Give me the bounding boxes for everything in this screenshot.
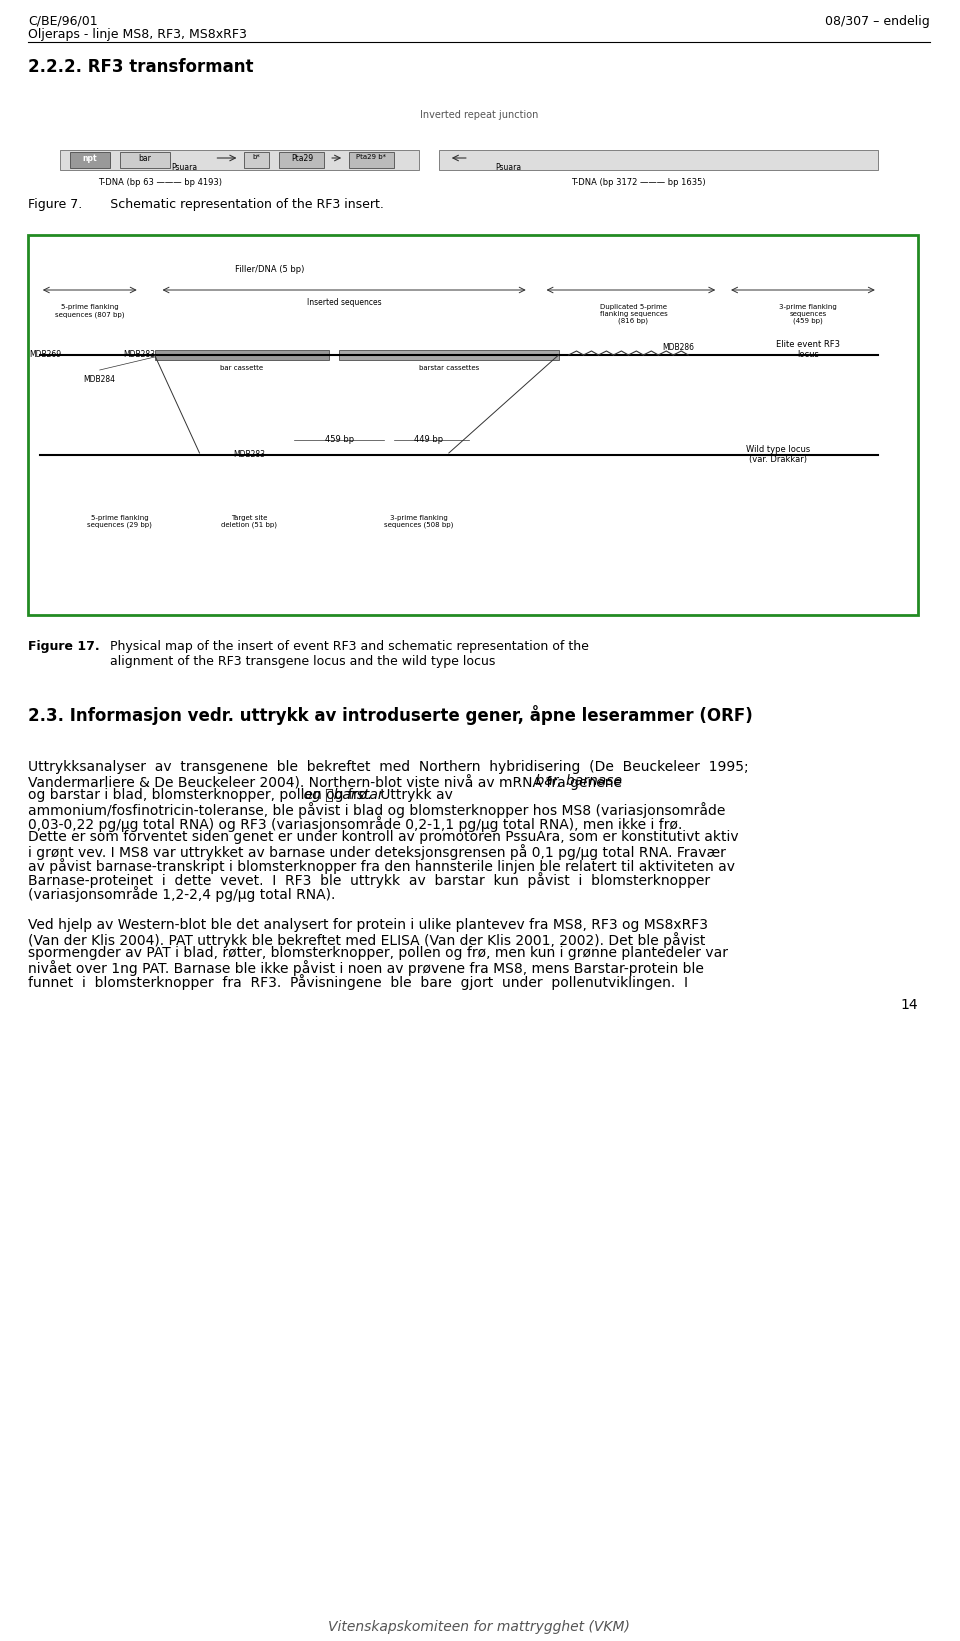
Text: Oljeraps - linje MS8, RF3, MS8xRF3: Oljeraps - linje MS8, RF3, MS8xRF3 <box>28 28 247 41</box>
FancyBboxPatch shape <box>120 153 170 167</box>
FancyBboxPatch shape <box>155 350 329 359</box>
Text: b*: b* <box>252 154 260 161</box>
Text: Physical map of the insert of event RF3 and schematic representation of the
alig: Physical map of the insert of event RF3 … <box>109 640 588 668</box>
FancyBboxPatch shape <box>28 235 918 615</box>
Text: Pta29 b*: Pta29 b* <box>356 154 386 161</box>
Text: Pta29: Pta29 <box>291 154 313 162</box>
Text: MDB283: MDB283 <box>124 350 156 359</box>
FancyBboxPatch shape <box>349 153 394 167</box>
FancyBboxPatch shape <box>60 149 419 171</box>
Text: Psuara: Psuara <box>172 162 198 172</box>
Text: Vitenskapskomiteen for mattrygghet (VKM): Vitenskapskomiteen for mattrygghet (VKM) <box>327 1620 630 1634</box>
FancyBboxPatch shape <box>439 149 877 171</box>
Text: Vandermarliere & De Beuckeleer 2004). Northern-blot viste nivå av mRNA fra genen: Vandermarliere & De Beuckeleer 2004). No… <box>28 775 626 789</box>
Text: bar, barnase: bar, barnase <box>28 775 622 788</box>
Text: 3-prime flanking
sequences
(459 bp): 3-prime flanking sequences (459 bp) <box>780 304 837 325</box>
Text: Uttrykksanalyser  av  transgenene  ble  bekreftet  med  Northern  hybridisering : Uttrykksanalyser av transgenene ble bekr… <box>28 760 749 775</box>
Text: 14: 14 <box>900 998 918 1012</box>
Text: Figure 7.       Schematic representation of the RF3 insert.: Figure 7. Schematic representation of th… <box>28 199 384 212</box>
Text: 2.3. Informasjon vedr. uttrykk av introduserte gener, åpne leserammer (ORF): 2.3. Informasjon vedr. uttrykk av introd… <box>28 706 753 725</box>
Text: Wild type locus
(var. Drakkar): Wild type locus (var. Drakkar) <box>746 445 810 464</box>
Text: 449 bp: 449 bp <box>415 435 444 445</box>
Text: bar cassette: bar cassette <box>220 364 263 371</box>
Text: MDB286: MDB286 <box>662 343 694 353</box>
Text: Barnase-proteinet  i  dette  vevet.  I  RF3  ble  uttrykk  av  barstar  kun  påv: Barnase-proteinet i dette vevet. I RF3 b… <box>28 871 710 888</box>
FancyBboxPatch shape <box>245 153 270 167</box>
Text: og  barstar: og  barstar <box>28 788 384 802</box>
Text: 2.2.2. RF3 transformant: 2.2.2. RF3 transformant <box>28 57 253 75</box>
Text: funnet  i  blomsterknopper  fra  RF3.  Påvisningene  ble  bare  gjort  under  po: funnet i blomsterknopper fra RF3. Påvisn… <box>28 975 688 990</box>
Text: 5-prime flanking
sequences (807 bp): 5-prime flanking sequences (807 bp) <box>55 304 125 317</box>
Text: Dette er som forventet siden genet er under kontroll av promotoren PssuAra, som : Dette er som forventet siden genet er un… <box>28 830 738 843</box>
FancyBboxPatch shape <box>279 153 324 167</box>
Text: MDB269: MDB269 <box>29 350 60 359</box>
Text: (variasjonsområde 1,2-2,4 pg/μg total RNA).: (variasjonsområde 1,2-2,4 pg/μg total RN… <box>28 886 335 903</box>
Text: T-DNA (bp 3172 ——— bp 1635): T-DNA (bp 3172 ——— bp 1635) <box>571 177 706 187</box>
Text: T-DNA (bp 63 ——— bp 4193): T-DNA (bp 63 ——— bp 4193) <box>98 177 222 187</box>
Text: 3-prime flanking
sequences (508 bp): 3-prime flanking sequences (508 bp) <box>384 515 454 528</box>
FancyBboxPatch shape <box>70 153 109 167</box>
Text: 0,03-0,22 pg/μg total RNA) og RF3 (variasjonsområde 0,2-1,1 pg/μg total RNA), me: 0,03-0,22 pg/μg total RNA) og RF3 (varia… <box>28 816 683 832</box>
Text: Inverted repeat junction: Inverted repeat junction <box>420 110 538 120</box>
Text: Figure 17.: Figure 17. <box>28 640 100 653</box>
Text: Target site
deletion (51 bp): Target site deletion (51 bp) <box>222 515 277 528</box>
Text: nivået over 1ng PAT. Barnase ble ikke påvist i noen av prøvene fra MS8, mens Bar: nivået over 1ng PAT. Barnase ble ikke på… <box>28 960 704 976</box>
Text: spormengder av PAT i blad, røtter, blomsterknopper, pollen og frø, men kun i grø: spormengder av PAT i blad, røtter, bloms… <box>28 945 728 960</box>
Text: 459 bp: 459 bp <box>324 435 353 445</box>
Text: 08/307 – endelig: 08/307 – endelig <box>825 15 929 28</box>
Text: ammonium/fosfinotricin-toleranse, ble påvist i blad og blomsterknopper hos MS8 (: ammonium/fosfinotricin-toleranse, ble på… <box>28 802 726 817</box>
Text: MDB283: MDB283 <box>233 450 265 459</box>
Text: og barstar i blad, blomsterknopper, pollen og frø.  Uttrykk av: og barstar i blad, blomsterknopper, poll… <box>28 788 457 802</box>
Text: Duplicated 5-prime
flanking sequences
(816 bp): Duplicated 5-prime flanking sequences (8… <box>599 304 667 325</box>
Text: barstar cassettes: barstar cassettes <box>419 364 479 371</box>
Text: bar: bar <box>138 154 151 162</box>
Text: Inserted sequences: Inserted sequences <box>307 299 381 307</box>
Text: Elite event RF3
locus: Elite event RF3 locus <box>776 340 840 359</box>
Text: av påvist barnase-transkript i blomsterknopper fra den hannsterile linjen ble re: av påvist barnase-transkript i blomsterk… <box>28 858 735 875</box>
Text: Filler/DNA (5 bp): Filler/DNA (5 bp) <box>234 264 304 274</box>
Text: (Van der Klis 2004). PAT uttrykk ble bekreftet med ELISA (Van der Klis 2001, 200: (Van der Klis 2004). PAT uttrykk ble bek… <box>28 932 706 948</box>
FancyBboxPatch shape <box>339 350 559 359</box>
Text: 5-prime flanking
sequences (29 bp): 5-prime flanking sequences (29 bp) <box>87 515 152 528</box>
Text: Ved hjelp av Western-blot ble det analysert for protein i ulike plantevev fra MS: Ved hjelp av Western-blot ble det analys… <box>28 917 708 932</box>
Text: i grønt vev. I MS8 var uttrykket av barnase under deteksjonsgrensen på 0,1 pg/μg: i grønt vev. I MS8 var uttrykket av barn… <box>28 843 726 860</box>
Text: npt: npt <box>83 154 97 162</box>
Text: MDB284: MDB284 <box>84 376 116 384</box>
Text: Psuara: Psuara <box>495 162 522 172</box>
Text: C/BE/96/01: C/BE/96/01 <box>28 15 98 28</box>
